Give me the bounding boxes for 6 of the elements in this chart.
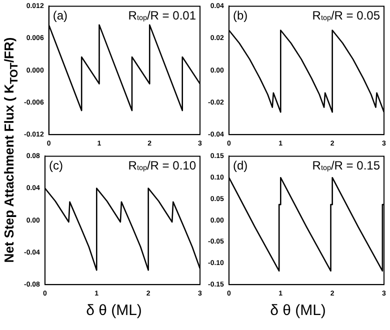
annotation: (a) — [52, 8, 68, 23]
annotation: (d) — [232, 158, 248, 173]
annotation: (c) — [48, 158, 63, 173]
annotation: (b) — [232, 8, 248, 23]
x-axis-title: δ θ (ML) — [269, 301, 327, 321]
x-axis-title: δ θ (ML) — [85, 301, 143, 321]
